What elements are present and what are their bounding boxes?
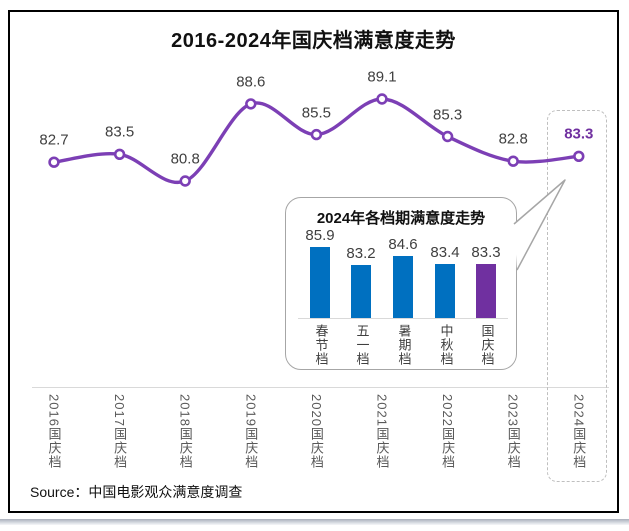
point-value-label: 82.8 (498, 130, 528, 148)
data-point-marker-2021国庆档 (376, 93, 388, 105)
bar-value-label: 83.4 (430, 243, 460, 261)
point-value-label: 88.6 (236, 73, 266, 91)
chart-title: 2016-2024年国庆档满意度走势 (171, 30, 456, 52)
bar-category-label: 暑期档 (396, 324, 412, 366)
x-axis-label: 2016国庆档 (46, 394, 62, 469)
point-value-label: 83.5 (104, 123, 135, 141)
data-point-marker-2023国庆档 (507, 155, 519, 167)
point-value-label: 85.3 (432, 106, 463, 123)
chart-container: 2016-2024年国庆档满意度走势 2016国庆档 2017国庆档 2018国庆档… (8, 10, 619, 513)
x-axis-label: 2023国庆档 (505, 394, 521, 469)
source-text: Source：中国电影观众满意度调查 (30, 484, 243, 500)
point-value-label: 83.3 (564, 125, 594, 143)
point-value-label: 82.7 (39, 131, 69, 149)
data-point-marker-2016国庆档 (48, 156, 60, 168)
x-axis-label: 2017国庆档 (112, 394, 128, 469)
bar-春节档 (310, 247, 330, 318)
bar-category-label: 春节档 (313, 324, 329, 366)
x-axis-label: 2019国庆档 (243, 394, 259, 469)
bar-中秋档 (435, 263, 455, 318)
bar-category-label: 国庆档 (479, 324, 495, 366)
data-point-marker-2020国庆档 (310, 128, 323, 141)
bar-value-label: 84.6 (388, 235, 418, 253)
x-axis-label: 2020国庆档 (308, 394, 324, 469)
bar-category-label: 中秋档 (438, 324, 454, 366)
page-bottom-divider (0, 519, 629, 525)
point-value-label: 85.5 (301, 104, 331, 122)
inset-callout-bubble: 2024年各档期满意度走势 85.9 春节档 83.2 五一档 84.6 暑期档 83.4 中… (285, 197, 517, 370)
point-value-label: 80.8 (170, 150, 200, 168)
bar-五一档 (351, 265, 371, 318)
highlight-dashed-box (547, 110, 607, 482)
x-axis-label: 2018国庆档 (177, 394, 193, 469)
bar-category-label: 五一档 (354, 324, 370, 366)
data-point-marker-2019国庆档 (245, 98, 257, 110)
bar-value-label: 83.2 (346, 245, 376, 262)
x-axis-label: 2024国庆档 (571, 394, 587, 469)
x-axis-label: 2022国庆档 (440, 394, 456, 469)
bar-value-label: 83.3 (471, 244, 501, 262)
point-value-label: 89.1 (367, 68, 397, 86)
inset-chart-title: 2024年各档期满意度走势 (316, 210, 486, 227)
bar-国庆档 (476, 264, 496, 318)
x-axis-label: 2021国庆档 (374, 394, 390, 469)
bar-暑期档 (393, 255, 413, 318)
data-point-marker-2018国庆档 (179, 175, 191, 187)
data-point-marker-2022国庆档 (441, 130, 454, 143)
x-axis-line (32, 387, 609, 388)
inset-axis-line (298, 318, 508, 319)
data-point-marker-2017国庆档 (113, 148, 126, 161)
bar-value-label: 85.9 (305, 227, 335, 244)
